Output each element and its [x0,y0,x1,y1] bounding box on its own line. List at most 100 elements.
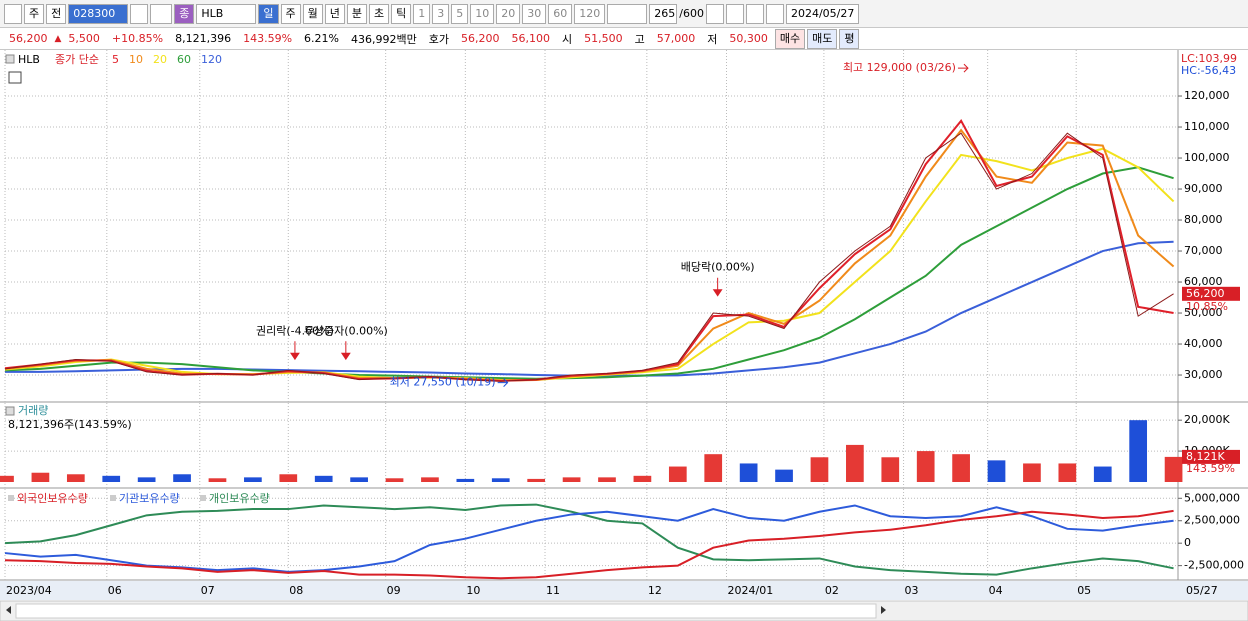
minute-button[interactable]: 10 [470,3,495,24]
quote-change-rate: +10.85% [111,32,164,45]
toolbar: 주 전 028300 종 HLB 일 주 월 년 분 초 틱 1 3 5 10 20 30 60 120 265/600… [0,0,1248,28]
icon-d[interactable] [765,3,784,24]
trade-button[interactable]: 매수 [774,28,806,49]
series-line [4,147,1175,381]
x-tick-label: 07 [201,584,215,597]
volume-bar [1164,456,1183,482]
volume-bar [1023,463,1041,482]
name-input[interactable]: HLB [196,3,257,24]
toolbar-button[interactable]: 주 [24,3,45,24]
legend-box [110,495,116,501]
minute-button[interactable]: 120 [574,3,606,24]
scroll-track[interactable] [15,603,877,619]
legend-entry: 5 [112,53,119,66]
volume-bar [775,469,793,482]
annotation: 최저 27,550 (10/19) [390,376,496,389]
menu-icon[interactable] [4,3,22,24]
legend-title: 종가 단순 [55,53,99,66]
quote-ask-label: 호가 [428,32,449,46]
period-button[interactable]: 년 [324,3,345,24]
quote-price: 56,200 [9,32,48,45]
series-line [4,504,1174,573]
x-tick-label: 05 [1077,584,1091,597]
legend-entry: 10 [129,53,143,66]
period-button[interactable]: 분 [346,3,367,24]
series-line [5,240,1174,377]
legend-entry: 개인보유수량 [209,492,270,505]
quote-amount: 436,992백만 [350,32,417,46]
count-input[interactable]: 265 [649,3,678,24]
icon-b[interactable] [725,3,744,24]
period-button[interactable]: 일 [258,3,279,24]
legend-box [5,406,15,416]
y-tick-label: 90,000 [1184,182,1223,195]
annotation: 최고 129,000 (03/26) [843,61,956,74]
trade-button[interactable]: 매도 [807,28,838,49]
toolbar-button[interactable]: 전 [46,3,67,24]
volume-bar [810,457,829,482]
minute-button[interactable]: 3 [432,3,450,24]
volume-bar [527,478,546,482]
last-volume-label: 8,121K [1186,450,1225,463]
minute-button[interactable]: 1 [413,3,431,24]
quote-high-label: 고 [634,32,645,46]
minute-button[interactable]: 30 [522,3,547,24]
volume-title: 거래량 [18,404,48,417]
period-button[interactable]: 월 [302,3,323,24]
period-button[interactable]: 초 [369,3,390,24]
period-button[interactable]: 틱 [391,3,412,24]
last-price-label: 56,200 [1186,287,1225,300]
legend-entry: 60 [177,53,191,66]
stock-badge: 종 [174,3,195,24]
volume-bar [562,477,581,482]
date-input[interactable]: 2024/05/27 [785,3,860,24]
volume-bar [916,451,935,482]
period-button[interactable]: 주 [280,3,301,24]
volume-bar [279,474,298,482]
up-arrow: ▲ [54,33,62,44]
minute-button[interactable]: 20 [496,3,521,24]
sound-button[interactable] [150,3,173,24]
code-input[interactable]: 028300 [68,3,129,24]
volume-bar [244,477,262,482]
minute-button[interactable]: 5 [451,3,469,24]
annotation: 권리락(-4.60%) [256,324,334,337]
dropdown[interactable] [607,3,648,24]
legend-box [8,495,14,501]
scroll-right[interactable] [881,606,886,614]
volume-bar [350,477,368,482]
x-tick-label: 12 [648,584,662,597]
x-tick-label: 10 [466,584,480,597]
quote-ask: 56,200 [460,32,500,45]
count-total: /600 [679,7,704,20]
lc-label: LC:103,99 [1181,52,1237,65]
y-tick-label: 120,000 [1184,89,1230,102]
icon-c[interactable] [745,3,764,24]
annotation: 배당락(0.00%) [681,261,755,274]
quote-low-label: 저 [707,32,718,46]
icon-a[interactable] [705,3,724,24]
x-tick-label: 2023/04 [6,584,52,597]
legend-entry: 외국인보유수량 [17,492,88,505]
annotation-arrow [340,341,351,361]
x-tick-label: 09 [387,584,401,597]
series-line [4,509,1174,580]
legend-entry: 20 [153,53,167,66]
quote-bid: 56,100 [511,32,550,45]
volume-bar [491,478,510,482]
search-button[interactable] [130,3,149,24]
y-tick-label: 2,500,000 [1184,514,1240,527]
trade-button[interactable]: 평 [839,28,860,49]
quote-open-label: 시 [561,32,573,46]
x-tick-label: 04 [989,584,1003,597]
volume-bar [668,466,687,482]
y-tick-label: 50,000 [1184,306,1223,319]
x-tick-label: 03 [905,584,919,597]
annotation-arrow [957,63,969,73]
quote-volume: 8,121,396 [175,32,232,45]
quote-high: 57,000 [656,32,696,45]
scroll-left[interactable] [6,606,11,614]
annotation-arrow [712,277,723,297]
minute-button[interactable]: 60 [548,3,573,24]
last-price-box [1182,286,1240,301]
